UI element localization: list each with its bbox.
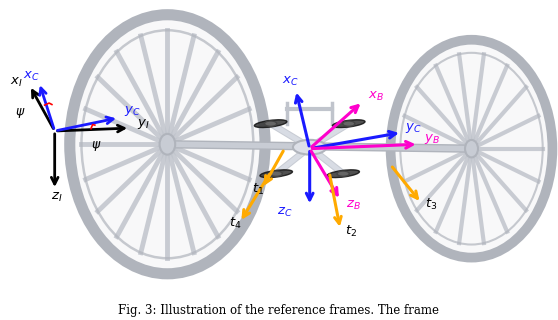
Text: $y_I$: $y_I$ [137,117,150,131]
Text: $t_3$: $t_3$ [425,197,437,212]
Text: $y_C$: $y_C$ [124,104,141,118]
Text: $\psi$: $\psi$ [92,139,102,153]
Ellipse shape [333,120,365,128]
Text: $x_C$: $x_C$ [282,75,299,88]
Ellipse shape [264,121,277,126]
Ellipse shape [337,171,349,176]
Text: $x_B$: $x_B$ [368,90,384,103]
Text: $z_B$: $z_B$ [346,198,360,212]
Ellipse shape [260,170,292,178]
Text: $z_I$: $z_I$ [51,191,62,204]
Ellipse shape [293,140,326,155]
Text: $\psi$: $\psi$ [15,106,25,120]
Ellipse shape [270,171,282,176]
Ellipse shape [70,15,265,274]
Ellipse shape [465,140,478,157]
Ellipse shape [391,40,552,258]
Text: $t_1$: $t_1$ [252,182,264,197]
Text: $y_C$: $y_C$ [405,121,421,134]
Ellipse shape [327,170,359,178]
Ellipse shape [254,120,287,128]
Ellipse shape [160,134,175,155]
Text: $x_C$: $x_C$ [23,70,40,83]
Ellipse shape [343,121,355,126]
Text: $y_B$: $y_B$ [424,132,440,146]
Text: $x_I$: $x_I$ [11,76,23,90]
Text: $t_2$: $t_2$ [345,224,357,239]
Text: $t_4$: $t_4$ [229,216,242,231]
Text: $z_C$: $z_C$ [277,206,292,219]
Text: Fig. 3: Illustration of the reference frames. The frame: Fig. 3: Illustration of the reference fr… [118,304,440,317]
